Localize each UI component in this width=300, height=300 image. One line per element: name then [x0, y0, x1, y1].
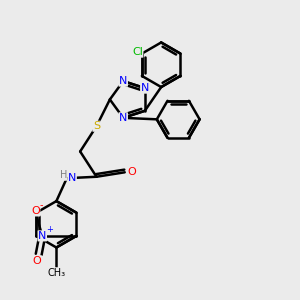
Text: N: N — [68, 173, 76, 183]
Text: N: N — [141, 83, 149, 93]
Text: O: O — [128, 167, 136, 177]
Text: Cl: Cl — [132, 47, 143, 57]
Text: +: + — [46, 225, 53, 234]
Text: N: N — [38, 231, 46, 241]
Text: N: N — [119, 76, 128, 86]
Text: S: S — [93, 121, 100, 131]
Text: CH₃: CH₃ — [47, 268, 65, 278]
Text: O: O — [33, 256, 42, 266]
Text: -: - — [39, 201, 43, 211]
Text: N: N — [119, 113, 128, 123]
Text: O: O — [31, 206, 40, 216]
Text: H: H — [59, 170, 67, 180]
